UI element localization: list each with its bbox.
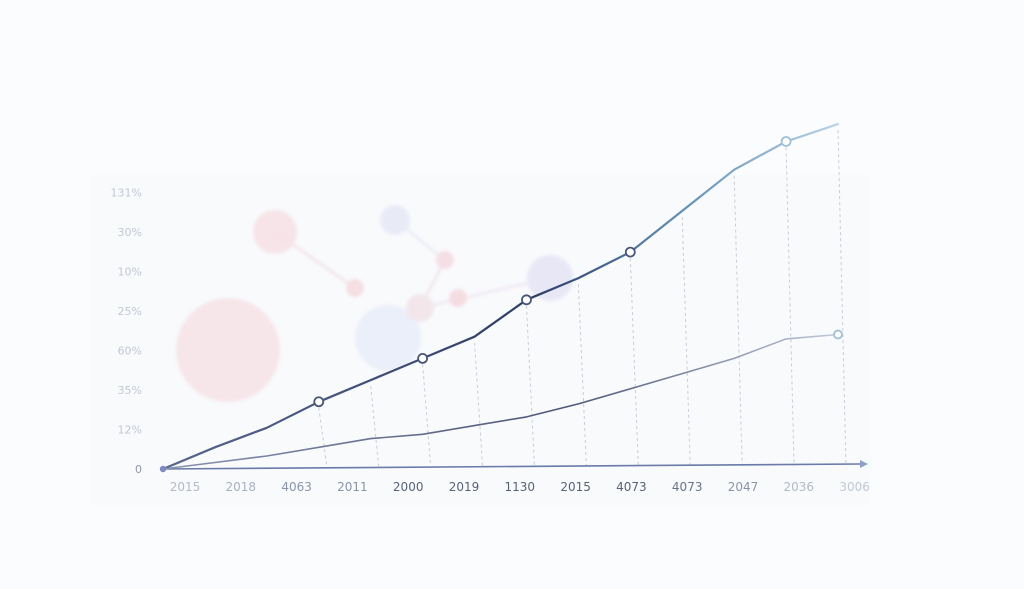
drop-line (837, 130, 847, 467)
marker-layer (159, 136, 843, 473)
x-axis-arrow (860, 460, 868, 468)
y-tick-label: 131% (111, 187, 142, 200)
series-layer (161, 122, 840, 471)
x-tick-label: 2036 (784, 480, 815, 494)
x-tick-label: 2011 (337, 480, 368, 494)
x-tick-label: 2015 (170, 480, 201, 494)
drop-lines (318, 130, 847, 467)
data-point (624, 246, 636, 258)
x-tick-label: 1130 (505, 480, 536, 494)
y-tick-label: 10% (118, 266, 142, 279)
y-tick-label: 35% (118, 384, 142, 397)
x-tick-label: 2000 (393, 480, 424, 494)
drop-line (785, 147, 795, 467)
decor-bubble (253, 210, 297, 254)
data-point (521, 294, 532, 306)
x-tick-label: 2015 (560, 480, 591, 494)
x-tick-label: 2018 (226, 480, 257, 494)
drop-line (733, 175, 743, 467)
y-tick-label: 25% (118, 305, 142, 318)
data-point (780, 136, 792, 147)
drop-line (525, 305, 535, 467)
x-tick-label: 4073 (616, 480, 647, 494)
x-tick-label: 4063 (281, 480, 312, 494)
decor-bubble (436, 251, 454, 269)
decor-bubble (527, 255, 573, 301)
decor-bubble (406, 294, 434, 322)
data-point (313, 396, 325, 408)
drop-line (474, 342, 484, 467)
x-tick-label: 2019 (449, 480, 480, 494)
decor-bubble (355, 305, 421, 371)
drop-line (318, 407, 328, 467)
x-tick-label: 3006 (839, 480, 870, 494)
y-tick-label: 60% (118, 345, 142, 358)
origin-point (159, 465, 167, 473)
decor-bubble (346, 279, 364, 297)
x-axis-line (159, 463, 861, 470)
drop-line (370, 386, 380, 467)
x-tick-label: 2047 (728, 480, 759, 494)
series-line-2 (162, 333, 839, 470)
drop-line (577, 284, 587, 467)
background-decoration (90, 175, 870, 505)
x-tick-label: 4073 (672, 480, 703, 494)
data-point (417, 352, 429, 364)
decor-bubble (380, 205, 410, 235)
data-point (833, 329, 843, 340)
drop-line (629, 258, 639, 467)
y-axis: 0 12% 35% 60% 25% 10% 30% 131% (111, 187, 142, 477)
decor-bubble (449, 289, 467, 307)
y-tick-label: 30% (118, 226, 142, 239)
decor-bubble (176, 298, 280, 402)
series-line-1 (161, 122, 840, 471)
x-axis: 2015 2018 4063 2011 2000 2019 1130 2015 4073 4073… (170, 480, 870, 494)
drop-line (422, 364, 432, 467)
y-tick-label: 12% (118, 424, 142, 437)
y-tick-label: 0 (135, 463, 142, 476)
